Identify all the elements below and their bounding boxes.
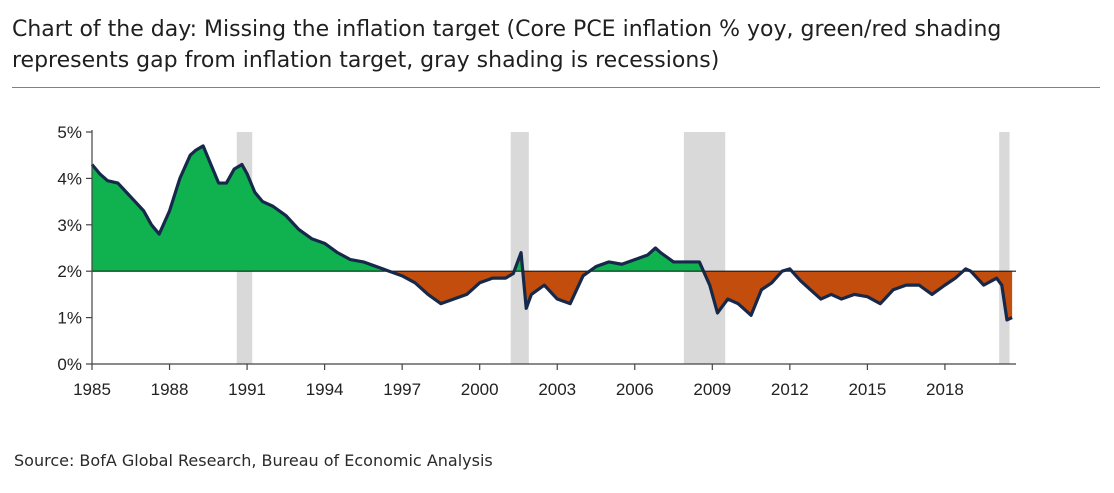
y-tick-label: 4% [57,169,82,188]
axes: 0% 1% 2% 3% 4% 5% 1985 1988 1991 1994 1997 2000 2003… [57,123,1016,399]
below-target-area-2 [389,271,515,304]
y-tick-label: 3% [57,216,82,235]
x-tick-label: 1994 [306,380,344,399]
inflation-chart: 0% 1% 2% 3% 4% 5% 1985 1988 1991 1994 1997 2000 2003… [57,123,1016,399]
x-tick-label: 1997 [383,380,421,399]
y-tick-label: 0% [57,355,82,374]
recession-band-3 [683,132,726,364]
chart-title: Chart of the day: Missing the inflation … [12,17,1002,73]
below-target-area-4 [522,271,590,309]
above-target-area-5 [589,248,704,272]
x-tick-label: 2018 [926,380,964,399]
source-note: Source: BofA Global Research, Bureau of … [14,451,493,470]
below-target-area-8 [791,271,964,304]
series-layer [90,144,1016,322]
x-tick-label: 2006 [616,380,654,399]
x-tick-label: 2009 [693,380,731,399]
y-tick-label: 5% [57,123,82,142]
x-tick-label: 2015 [848,380,886,399]
y-tick-label: 1% [57,309,82,328]
x-tick-label: 1985 [73,380,111,399]
x-tick-label: 1988 [151,380,189,399]
x-tick-label: 1991 [228,380,266,399]
recession-band-2 [510,132,529,364]
title-divider [12,87,1100,88]
recession-band-4 [999,132,1010,364]
x-tick-label: 2012 [771,380,809,399]
x-tick-label: 2000 [461,380,499,399]
x-tick-label: 2003 [538,380,576,399]
recession-bands [236,132,1010,364]
y-tick-label: 2% [57,262,82,281]
core-pce-line [90,144,1013,322]
